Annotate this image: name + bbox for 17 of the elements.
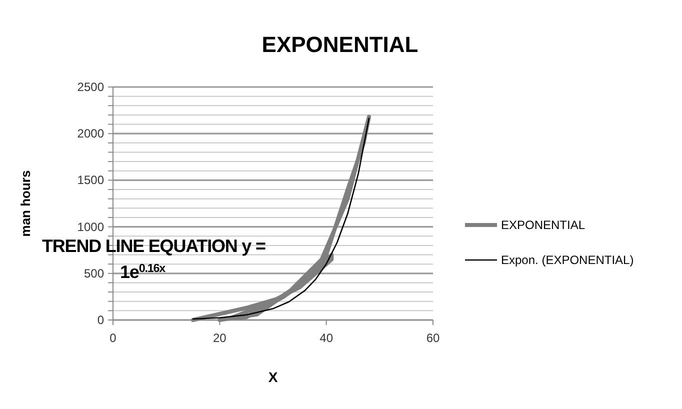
annotation: 1e$^{0.16x}$ [120,262,166,282]
y-tick-label: 2000 [77,126,104,141]
x-axis-title: X [268,369,278,385]
x-tick-label: 40 [320,331,334,345]
chart-title: EXPONENTIAL [262,32,418,57]
x-tick-label: 0 [110,331,117,345]
x-tick-label: 20 [212,331,227,345]
legend-label: Expon. (EXPONENTIAL) [501,253,634,267]
y-tick-label: 500 [84,266,104,280]
legend-label: EXPONENTIAL [501,218,586,232]
x-tick-label: 60 [426,331,440,345]
y-tick-label: 1500 [77,173,104,188]
annotation: TREND LINE EQUATION y = [42,236,266,256]
y-axis-title: man hours [18,170,33,237]
y-tick-label: 1000 [77,220,104,234]
y-tick-label: 0 [97,313,104,327]
y-tick-label: 2500 [77,80,104,94]
